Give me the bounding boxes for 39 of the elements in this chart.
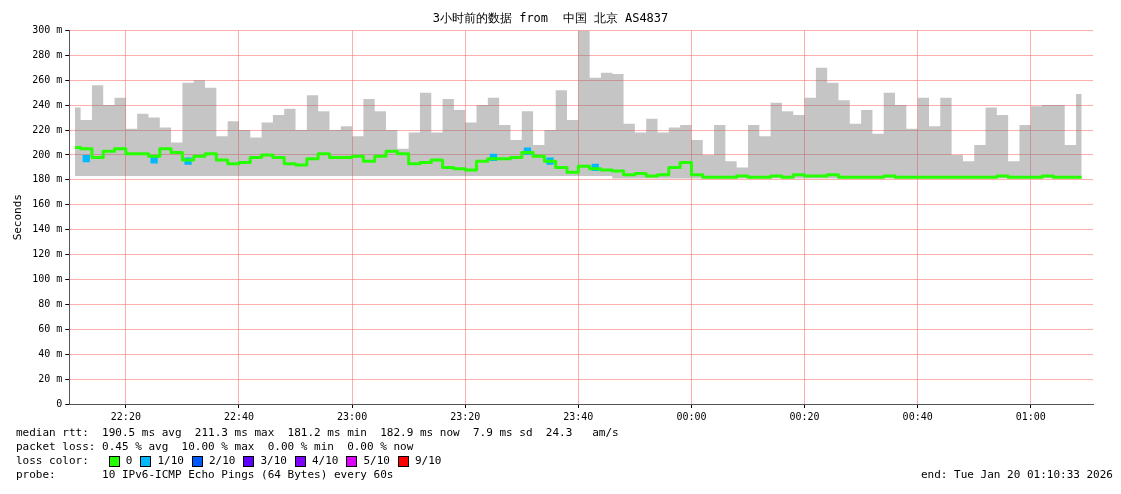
y-tick-label: 20 m — [38, 372, 63, 384]
legend-label: 4/10 — [311, 454, 339, 468]
legend-label: 3/10 — [260, 454, 287, 468]
x-tick-label: 00:40 — [902, 410, 933, 422]
y-tick-label: 100 m — [32, 273, 63, 285]
y-axis-title: Seconds — [11, 194, 25, 241]
x-tick-label: 01:00 — [1015, 410, 1046, 422]
y-tick-label: 220 m — [32, 123, 63, 135]
text: end: Tue Jan 20 01:10:33 2026 — [920, 468, 1113, 482]
y-tick-label: 140 m — [32, 223, 63, 235]
y-tick-label: 80 m — [38, 297, 63, 309]
x-tick-label: 00:00 — [676, 410, 707, 422]
text: loss color: — [16, 454, 89, 468]
x-tick-label: 23:40 — [563, 410, 594, 422]
x-tick-label: 23:00 — [337, 410, 368, 422]
text: probe: 10 IPv6-ICMP Echo Pings (64 Bytes) every 60s — [16, 468, 394, 482]
y-tick-label: 180 m — [32, 173, 63, 185]
legend-label: 5/10 — [363, 454, 390, 468]
text: packet loss: 0.45 % avg 10.00 % max 0.00 % min 0.00 % now — [16, 440, 414, 453]
y-tick-label: 300 m — [32, 23, 63, 35]
legend-label: 0 — [125, 454, 133, 468]
y-tick-label: 160 m — [32, 198, 63, 210]
legend-label: 9/10 — [414, 454, 442, 468]
y-tick-label: 40 m — [38, 347, 63, 359]
x-tick-label: 23:20 — [450, 410, 481, 422]
y-tick-label: 240 m — [32, 98, 63, 110]
x-tick-label: 22:20 — [110, 410, 141, 422]
y-tick-label: 260 m — [32, 73, 63, 85]
y-tick-label: 280 m — [32, 48, 63, 60]
x-tick-label: 00:20 — [789, 410, 820, 422]
y-tick-label: 0 — [56, 397, 63, 409]
chart-title: 3小时前的数据 from 中国 北京 AS4837 — [432, 11, 669, 26]
y-tick-label: 200 m — [32, 148, 63, 160]
text: median rtt: 190.5 ms avg 211.3 ms max 181.2 ms min 182.9 ms now 7.9 ms sd 24.3 am/s — [16, 426, 619, 439]
x-tick-label: 22:40 — [223, 410, 255, 422]
legend-label: 2/10 — [208, 454, 236, 468]
y-tick-label: 60 m — [38, 322, 63, 334]
legend-label: 1/10 — [157, 454, 184, 468]
y-tick-label: 120 m — [32, 248, 63, 260]
